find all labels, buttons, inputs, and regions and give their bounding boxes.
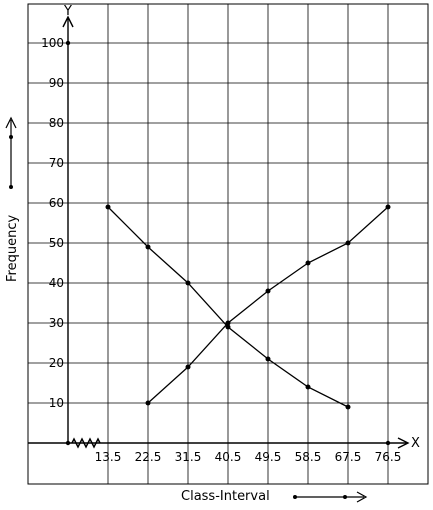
- y-axis-arrowhead-icon: [62, 15, 74, 28]
- x-axis-title: Class-Interval: [181, 489, 270, 504]
- x-tick-label: 67.5: [335, 450, 362, 464]
- series-layer: [105, 204, 391, 410]
- x-tick-label: 13.5: [95, 450, 122, 464]
- data-point-2: [305, 260, 311, 266]
- data-point-1: [145, 244, 151, 250]
- data-point-2: [385, 204, 391, 210]
- axes: [28, 15, 410, 449]
- x-tick-label: 49.5: [255, 450, 282, 464]
- y-tick-label: 30: [49, 316, 64, 330]
- data-point-1: [225, 324, 231, 330]
- y-tick-label: 80: [49, 116, 64, 130]
- data-point-1: [265, 356, 271, 362]
- grid: [28, 4, 429, 484]
- data-point-2: [145, 400, 151, 406]
- x-tick-label: 31.5: [175, 450, 202, 464]
- data-point-2: [345, 240, 351, 246]
- x-axis-letter: X: [411, 436, 420, 451]
- origin-point: [65, 440, 71, 446]
- axis-break-icon: [71, 437, 101, 449]
- y-axis-title: Frequency: [5, 215, 20, 282]
- y-tick-label: 60: [49, 196, 64, 210]
- x-tick-label: 76.5: [375, 450, 402, 464]
- data-point-1: [185, 280, 191, 286]
- y-tick-label: 20: [49, 356, 64, 370]
- x-tick-label: 22.5: [135, 450, 162, 464]
- x-axis-end-point: [385, 440, 391, 446]
- data-point-2: [265, 288, 271, 294]
- x-axis-arrowhead-icon: [397, 437, 410, 449]
- tick-labels: 13.5 22.5 31.5 40.5 49.5 58.5 67.5 76.5 10 20 30 40…: [41, 36, 401, 464]
- x-direction-arrow-icon: [293, 491, 368, 503]
- y-tick-label: 10: [49, 396, 64, 410]
- y-tick-label: 100: [41, 36, 64, 50]
- data-point-2: [185, 364, 191, 370]
- x-tick-label: 58.5: [295, 450, 322, 464]
- y-axis-letter: Y: [63, 4, 72, 19]
- data-point-2: [225, 320, 231, 326]
- y-tick-label: 90: [49, 76, 64, 90]
- y-tick-label: 50: [49, 236, 64, 250]
- y-tick-label: 40: [49, 276, 64, 290]
- data-point-1: [105, 204, 111, 210]
- y-tick-label: 70: [49, 156, 64, 170]
- data-point-1: [345, 404, 351, 410]
- data-point-1: [305, 384, 311, 390]
- y-axis-end-point: [65, 40, 71, 46]
- x-tick-label: 40.5: [215, 450, 242, 464]
- y-direction-arrow-icon: [5, 116, 17, 189]
